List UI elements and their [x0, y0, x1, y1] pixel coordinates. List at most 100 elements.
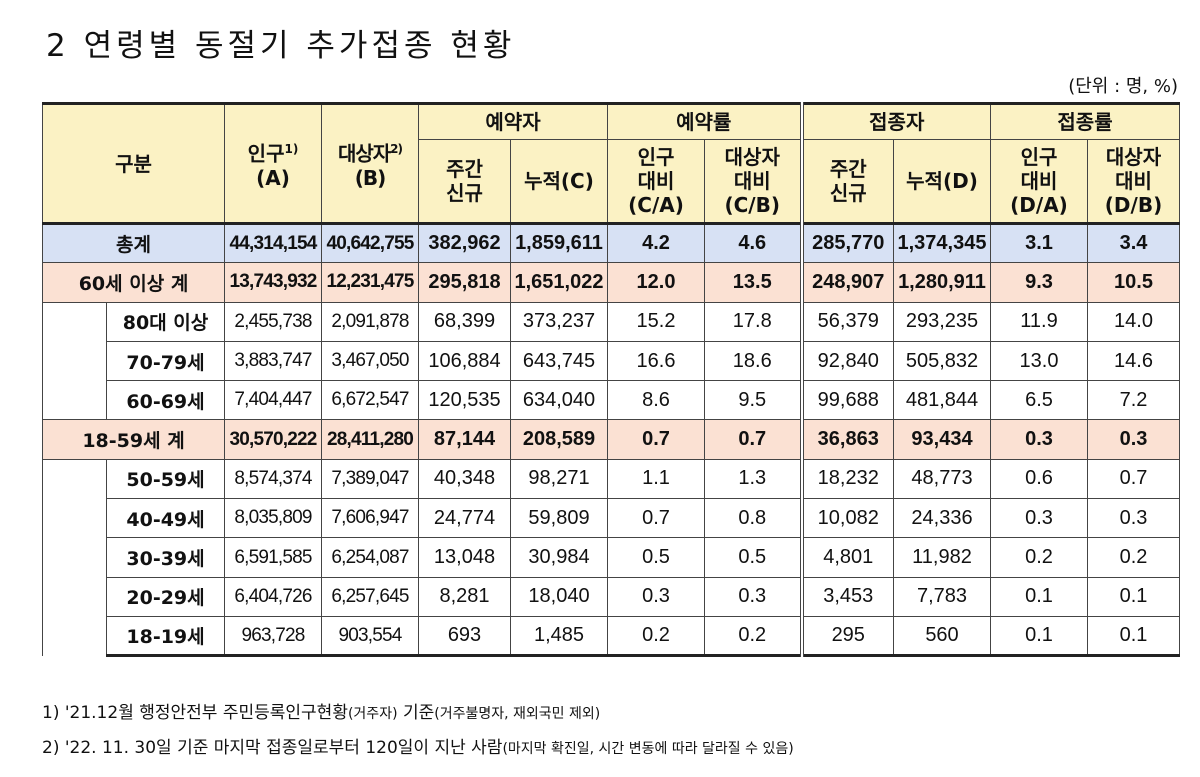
cell-value: 40,348: [418, 458, 511, 500]
cell-value: 0.3: [990, 419, 1088, 460]
header-target: 대상자2) (B): [321, 102, 419, 224]
cell-value: 68,399: [418, 301, 511, 342]
cell-value: 30,570,222: [224, 419, 322, 460]
cell-value: 643,745: [510, 340, 608, 382]
row-label: 총계: [42, 221, 225, 264]
cell-value: 382,962: [418, 221, 511, 264]
indent-cell: [42, 616, 107, 656]
cell-value: 1,280,911: [893, 262, 991, 303]
cell-value: 48,773: [893, 458, 991, 500]
cell-value: 2,455,738: [224, 301, 322, 342]
cell-value: 93,434: [893, 419, 991, 460]
table-row: 30-39세 6,591,585 6,254,087 13,048 30,984 0.5 0…: [42, 537, 1180, 578]
cell-value: 56,379: [799, 301, 894, 342]
cell-value: 98,271: [510, 458, 608, 500]
cell-value: 0.5: [607, 537, 705, 578]
table-row: 18-19세 963,728 903,554 693 1,485 0.2 0.2 295 560…: [42, 615, 1180, 658]
cell-value: 903,554: [321, 615, 419, 658]
row-label: 40-49세: [106, 498, 225, 539]
cell-value: 6,404,726: [224, 576, 322, 617]
cell-value: 1,859,611: [510, 221, 608, 264]
cell-value: 6.5: [990, 380, 1088, 421]
cell-value: 18.6: [704, 340, 802, 382]
cell-value: 4,801: [799, 537, 894, 578]
cell-value: 6,591,585: [224, 537, 322, 578]
cell-value: 208,589: [510, 419, 608, 460]
cell-value: 59,809: [510, 498, 608, 539]
cell-value: 248,907: [799, 262, 894, 303]
header-target-ratio-d: 대상자 대비 (D/B): [1087, 139, 1180, 224]
cell-value: 7.2: [1087, 380, 1180, 421]
cell-value: 24,336: [893, 498, 991, 539]
cell-value: 106,884: [418, 340, 511, 382]
cell-value: 0.7: [607, 419, 705, 460]
cell-value: 3,883,747: [224, 340, 322, 382]
header-pop-ratio-d: 인구 대비 (D/A): [990, 139, 1088, 224]
cell-value: 0.6: [990, 458, 1088, 500]
row-label: 20-29세: [106, 576, 225, 617]
indent-cell: [42, 459, 107, 499]
cell-value: 17.8: [704, 301, 802, 342]
cell-value: 0.2: [1087, 537, 1180, 578]
header-reserved: 예약자: [418, 102, 608, 140]
cell-value: 295: [799, 615, 894, 658]
cell-value: 3.1: [990, 221, 1088, 264]
table-row: 60-69세 7,404,447 6,672,547 120,535 634,040 8.…: [42, 380, 1180, 421]
cell-value: 28,411,280: [321, 419, 419, 460]
cell-value: 36,863: [799, 419, 894, 460]
cell-value: 18,040: [510, 576, 608, 617]
cell-value: 0.3: [607, 576, 705, 617]
cell-value: 12.0: [607, 262, 705, 303]
cell-value: 1,374,345: [893, 221, 991, 264]
cell-value: 8.6: [607, 380, 705, 421]
cell-value: 120,535: [418, 380, 511, 421]
cell-value: 9.5: [704, 380, 802, 421]
header-target-ratio-c: 대상자 대비 (C/B): [704, 139, 802, 224]
cell-value: 963,728: [224, 615, 322, 658]
cell-value: 14.0: [1087, 301, 1180, 342]
cell-value: 6,672,547: [321, 380, 419, 421]
cell-value: 0.7: [1087, 458, 1180, 500]
header-cumulative-d: 누적(D): [893, 139, 991, 224]
cell-value: 693: [418, 615, 511, 658]
cell-value: 15.2: [607, 301, 705, 342]
header-pop-ratio-c: 인구 대비 (C/A): [607, 139, 705, 224]
header-category: 구분: [42, 102, 225, 224]
cell-value: 0.8: [704, 498, 802, 539]
cell-value: 6,257,645: [321, 576, 419, 617]
vaccination-table: 구분 인구1) (A) 대상자2) (B) 예약자 예약률 접종자 접종률 주간 신규…: [42, 102, 1180, 658]
cell-value: 560: [893, 615, 991, 658]
cell-value: 7,404,447: [224, 380, 322, 421]
cell-value: 40,642,755: [321, 221, 419, 264]
cell-value: 8,281: [418, 576, 511, 617]
cell-value: 4.2: [607, 221, 705, 264]
cell-value: 6,254,087: [321, 537, 419, 578]
cell-value: 0.7: [607, 498, 705, 539]
header-population: 인구1) (A): [224, 102, 322, 224]
cell-value: 0.3: [1087, 419, 1180, 460]
cell-value: 0.3: [990, 498, 1088, 539]
table-row: 18-59세 계 30,570,222 28,411,280 87,144 208,58…: [42, 419, 1180, 460]
footnote-2: 2) '22. 11. 30일 기준 마지막 접종일로부터 120일이 지난 사…: [42, 738, 794, 758]
cell-value: 9.3: [990, 262, 1088, 303]
table-row: 80대 이상 2,455,738 2,091,878 68,399 373,237 15.…: [42, 301, 1180, 342]
cell-value: 92,840: [799, 340, 894, 382]
cell-value: 7,606,947: [321, 498, 419, 539]
cell-value: 481,844: [893, 380, 991, 421]
cell-value: 0.5: [704, 537, 802, 578]
cell-value: 7,783: [893, 576, 991, 617]
header-vaccinated: 접종자: [799, 102, 991, 140]
cell-value: 13.0: [990, 340, 1088, 382]
row-label: 70-79세: [106, 340, 225, 382]
indent-cell: [42, 577, 107, 617]
cell-value: 2,091,878: [321, 301, 419, 342]
table-row: 50-59세 8,574,374 7,389,047 40,348 98,271 1.1 1…: [42, 458, 1180, 500]
cell-value: 12,231,475: [321, 262, 419, 303]
table-row: 70-79세 3,883,747 3,467,050 106,884 643,745 16…: [42, 340, 1180, 382]
cell-value: 0.1: [990, 576, 1088, 617]
cell-value: 1.3: [704, 458, 802, 500]
row-label: 18-59세 계: [42, 419, 225, 460]
cell-value: 18,232: [799, 458, 894, 500]
row-label: 50-59세: [106, 458, 225, 500]
cell-value: 373,237: [510, 301, 608, 342]
